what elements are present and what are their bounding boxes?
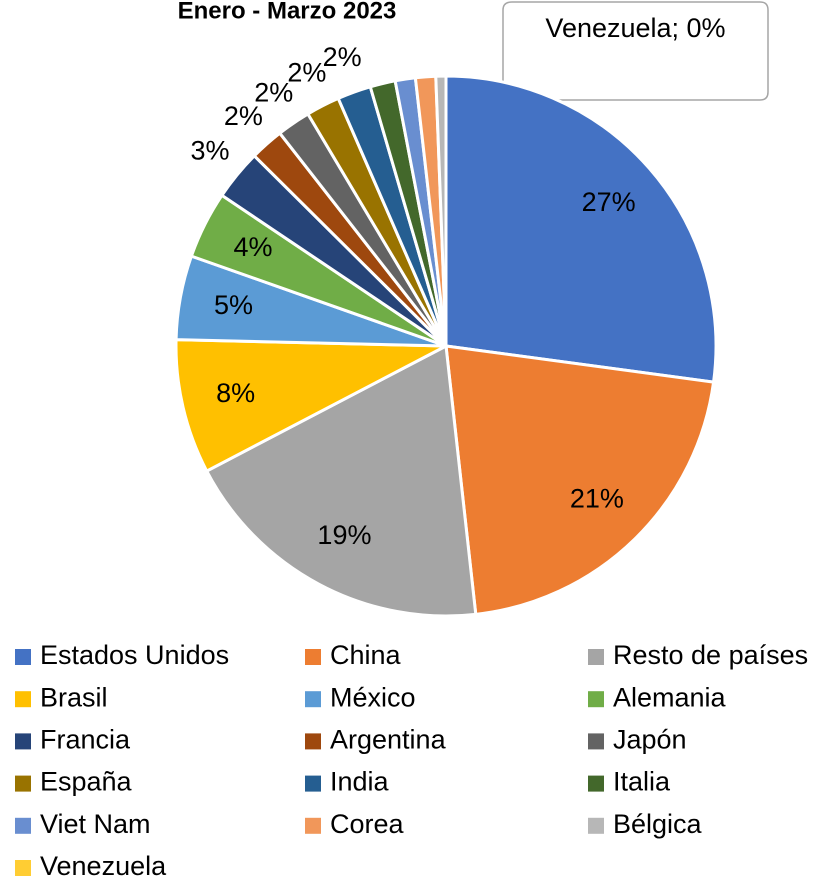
pie-slice (444, 74, 718, 384)
legend-swatch (305, 817, 321, 834)
legend-swatch (15, 649, 31, 665)
pie-slice (204, 343, 478, 618)
legend-swatch (305, 775, 321, 792)
data-label: 2% (287, 58, 326, 88)
legend-swatch (588, 691, 604, 708)
data-label: 8% (216, 378, 255, 408)
legend-swatch (15, 860, 31, 876)
legend-label: Bélgica (613, 809, 703, 839)
legend-swatch (15, 775, 31, 792)
data-label: 3% (191, 136, 230, 166)
legend-label: España (40, 767, 133, 797)
data-label: 21% (570, 484, 624, 514)
legend-label: Brasil (40, 682, 108, 712)
legend-label: Viet Nam (40, 809, 151, 839)
legend-label: China (330, 640, 402, 670)
legend-swatch (305, 733, 321, 750)
legend-label: India (330, 767, 390, 797)
data-label: 5% (214, 290, 253, 320)
legend-label: Corea (330, 809, 405, 839)
legend-label: Estados Unidos (40, 640, 229, 670)
data-label: 19% (317, 520, 371, 550)
legend-swatch (15, 733, 31, 750)
data-label: 2% (254, 77, 293, 107)
legend-label: Alemania (613, 682, 727, 712)
data-label: 2% (224, 101, 263, 131)
pie-slice (444, 344, 716, 617)
data-label: 27% (582, 187, 636, 217)
legend-swatch (588, 817, 604, 834)
data-label: 4% (233, 232, 272, 262)
legend-label: Francia (40, 725, 131, 755)
legend-label: Japón (613, 725, 687, 755)
data-label: 2% (323, 42, 362, 72)
chart-title: Enero - Marzo 2023 (178, 0, 397, 24)
legend-label: Argentina (330, 725, 447, 755)
legend-swatch (15, 817, 31, 834)
legend-label: Venezuela (40, 851, 167, 881)
legend-swatch (588, 649, 604, 665)
legend-label: México (330, 682, 416, 712)
legend-label: Resto de países (613, 640, 808, 670)
legend-swatch (588, 775, 604, 792)
legend-swatch (305, 649, 321, 665)
pie-slice (174, 338, 447, 474)
legend-swatch (588, 733, 604, 750)
legend-swatch (305, 691, 321, 708)
callout-label: Venezuela; 0% (545, 13, 726, 43)
legend-label: Italia (613, 767, 671, 797)
legend-swatch (15, 691, 31, 708)
